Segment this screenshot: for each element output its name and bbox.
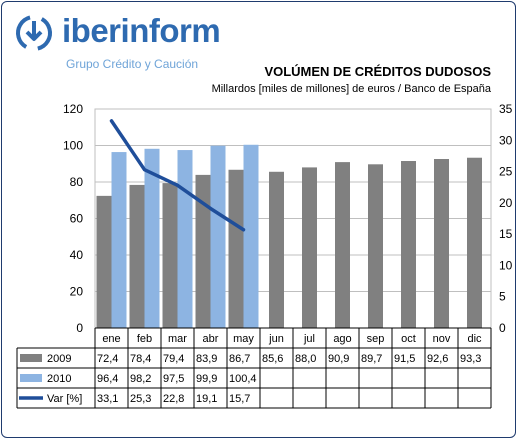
y-left-tick-label: 100	[63, 139, 83, 153]
line-point	[176, 183, 179, 187]
data-label: 88,0	[295, 353, 316, 365]
brand-name-part1: iber	[62, 12, 121, 49]
bar-2010	[111, 152, 127, 328]
brand-logo-text: iberinform	[62, 12, 221, 49]
bar-2009	[195, 174, 211, 328]
y-left-tick-label: 20	[70, 285, 84, 299]
data-label: 19,1	[196, 393, 217, 405]
data-label: 99,9	[196, 373, 217, 385]
y-left-tick-label: 80	[70, 175, 84, 189]
y-right-tick-label: 25	[499, 165, 513, 179]
refresh-arrows-icon	[16, 15, 52, 51]
data-label: 96,4	[97, 373, 118, 385]
bar-2009	[96, 195, 112, 328]
bar-2009	[434, 159, 449, 328]
data-label: 72,4	[97, 353, 118, 365]
data-label: 79,4	[163, 353, 184, 365]
data-label: 97,5	[163, 373, 184, 385]
data-label: 100,4	[229, 373, 257, 385]
data-label: 98,2	[130, 373, 151, 385]
y-left-tick-label: 60	[70, 212, 84, 226]
legend-label: 2009	[47, 353, 71, 365]
y-left-tick-label: 120	[63, 102, 83, 116]
bar-2009	[162, 183, 178, 328]
data-label: 83,9	[196, 353, 217, 365]
y-left-tick-label: 40	[70, 248, 84, 262]
line-point	[143, 168, 146, 172]
y-right-tick-label: 0	[499, 321, 506, 335]
category-label: nov	[433, 333, 451, 345]
category-label: sep	[367, 333, 385, 345]
y-right-tick-label: 15	[499, 227, 513, 241]
data-label: 15,7	[229, 393, 250, 405]
y-left-tick-label: 0	[76, 321, 83, 335]
line-point	[110, 119, 113, 123]
data-label: 90,9	[328, 353, 349, 365]
chart-subtitle: Millardos [miles de millones] de euros /…	[211, 83, 491, 95]
legend-swatch	[20, 374, 42, 382]
bar-2010	[177, 150, 193, 328]
data-label: 22,8	[163, 393, 184, 405]
bar-2009	[335, 162, 350, 328]
y-right-tick-label: 20	[499, 196, 513, 210]
bar-2009	[368, 164, 383, 328]
y-right-tick-label: 10	[499, 258, 513, 272]
data-label: 25,3	[130, 393, 151, 405]
category-label: jul	[303, 333, 315, 345]
data-label: 89,7	[361, 353, 382, 365]
data-label: 91,5	[394, 353, 415, 365]
chart-title: VOLÚMEN DE CRÉDITOS DUDOSOS	[264, 64, 491, 79]
y-right-tick-label: 30	[499, 133, 513, 147]
category-label: abr	[203, 333, 219, 345]
category-label: ago	[333, 333, 351, 345]
category-label: feb	[137, 333, 152, 345]
legend-swatch	[20, 354, 42, 362]
data-label: 78,4	[130, 353, 151, 365]
bar-2009	[302, 167, 317, 328]
bar-2009	[401, 161, 416, 328]
bar-2010	[243, 144, 259, 328]
category-label: jun	[268, 333, 284, 345]
y-right-tick-label: 5	[499, 290, 506, 304]
category-label: oct	[401, 333, 416, 345]
data-label: 93,3	[460, 353, 481, 365]
bar-2010	[144, 148, 160, 328]
brand-name-part2: inform	[120, 12, 221, 49]
legend-label: Var [%]	[47, 393, 82, 405]
bar-2009	[269, 171, 284, 328]
y-right-tick-label: 35	[499, 102, 513, 116]
brand-subtitle: Grupo Crédito y Caución	[66, 57, 199, 71]
bar-2009	[228, 169, 244, 328]
data-label: 85,6	[262, 353, 283, 365]
data-label: 33,1	[97, 393, 118, 405]
category-label: ene	[102, 333, 120, 345]
line-point	[209, 206, 212, 210]
bar-2010	[210, 145, 226, 328]
category-label: dic	[467, 333, 482, 345]
legend-label: 2010	[47, 373, 71, 385]
bar-2009	[129, 184, 145, 328]
category-label: mar	[168, 333, 187, 345]
data-label: 92,6	[427, 353, 448, 365]
category-label: may	[233, 333, 254, 345]
data-label: 86,7	[229, 353, 250, 365]
line-point	[242, 228, 245, 232]
bar-2009	[467, 157, 482, 328]
